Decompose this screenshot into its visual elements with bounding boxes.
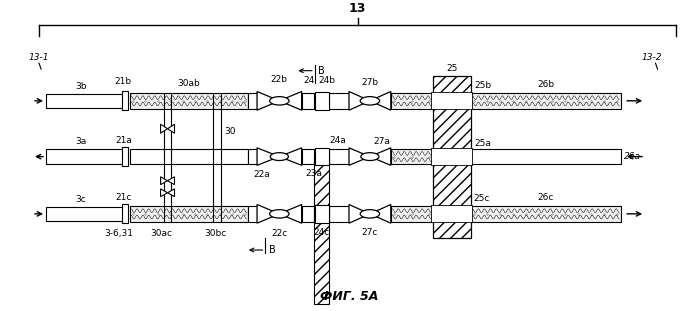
Bar bbox=[248, 93, 257, 109]
Bar bbox=[302, 149, 314, 164]
Polygon shape bbox=[370, 148, 391, 165]
Text: 30: 30 bbox=[224, 127, 236, 136]
Text: 26b: 26b bbox=[537, 80, 554, 89]
Text: B: B bbox=[318, 66, 325, 76]
Bar bbox=[130, 206, 248, 222]
Polygon shape bbox=[168, 177, 174, 185]
Polygon shape bbox=[370, 205, 391, 223]
Text: 24b: 24b bbox=[318, 77, 335, 86]
Bar bbox=[46, 207, 123, 221]
Text: 13-2: 13-2 bbox=[641, 53, 662, 62]
Text: 3-6,31: 3-6,31 bbox=[105, 229, 133, 238]
Bar bbox=[46, 149, 123, 164]
Text: 13-1: 13-1 bbox=[29, 53, 49, 62]
Bar bbox=[391, 93, 433, 109]
Polygon shape bbox=[168, 189, 174, 197]
Bar bbox=[302, 93, 314, 109]
Bar bbox=[431, 205, 473, 222]
Text: ФИГ. 5А: ФИГ. 5А bbox=[320, 290, 378, 303]
Circle shape bbox=[269, 97, 289, 105]
Bar bbox=[315, 92, 329, 109]
Text: 21a: 21a bbox=[115, 136, 132, 145]
Text: 3a: 3a bbox=[75, 137, 87, 146]
Bar bbox=[315, 205, 329, 223]
Polygon shape bbox=[161, 177, 168, 185]
Polygon shape bbox=[279, 148, 302, 165]
Polygon shape bbox=[370, 91, 391, 110]
Text: 22b: 22b bbox=[271, 75, 288, 84]
Bar bbox=[248, 206, 257, 222]
Bar bbox=[471, 149, 621, 164]
Polygon shape bbox=[257, 205, 279, 223]
Bar bbox=[130, 149, 248, 164]
Text: 27c: 27c bbox=[362, 228, 378, 237]
Bar bbox=[329, 206, 349, 222]
Polygon shape bbox=[257, 91, 279, 110]
Bar bbox=[433, 77, 471, 238]
Text: 13: 13 bbox=[349, 2, 366, 15]
Bar bbox=[302, 206, 314, 222]
Bar bbox=[471, 93, 621, 109]
Circle shape bbox=[270, 153, 288, 160]
Text: 24c: 24c bbox=[313, 228, 329, 237]
Text: 25b: 25b bbox=[475, 81, 491, 90]
Polygon shape bbox=[349, 148, 370, 165]
Polygon shape bbox=[279, 91, 302, 110]
Text: 21b: 21b bbox=[114, 77, 132, 86]
Text: 25: 25 bbox=[446, 64, 457, 73]
Text: 23a: 23a bbox=[306, 169, 322, 178]
Text: 30ac: 30ac bbox=[151, 229, 172, 238]
Bar bbox=[391, 206, 433, 222]
Bar bbox=[130, 93, 248, 109]
Text: 24: 24 bbox=[303, 77, 314, 86]
Polygon shape bbox=[257, 148, 279, 165]
Bar bbox=[248, 149, 257, 164]
Polygon shape bbox=[168, 124, 174, 133]
Text: 25a: 25a bbox=[475, 139, 491, 148]
Text: 3c: 3c bbox=[75, 195, 86, 204]
Text: 30bc: 30bc bbox=[204, 229, 226, 238]
Text: 3b: 3b bbox=[75, 81, 87, 91]
Bar bbox=[121, 147, 128, 166]
Text: 22c: 22c bbox=[272, 229, 288, 238]
Bar bbox=[315, 148, 329, 165]
Text: 30ab: 30ab bbox=[177, 80, 200, 88]
Circle shape bbox=[269, 210, 289, 218]
Text: 21c: 21c bbox=[115, 193, 131, 202]
Bar bbox=[391, 149, 433, 165]
Polygon shape bbox=[161, 124, 168, 133]
Polygon shape bbox=[279, 205, 302, 223]
Bar bbox=[471, 206, 621, 222]
Circle shape bbox=[361, 153, 379, 160]
Bar bbox=[121, 204, 128, 223]
Bar bbox=[314, 157, 329, 304]
Text: 22a: 22a bbox=[253, 170, 270, 179]
Polygon shape bbox=[349, 205, 370, 223]
Polygon shape bbox=[349, 91, 370, 110]
Bar bbox=[329, 93, 349, 109]
Text: 25c: 25c bbox=[473, 194, 489, 203]
Text: 27a: 27a bbox=[373, 137, 390, 146]
Circle shape bbox=[360, 97, 380, 105]
Bar bbox=[431, 148, 473, 165]
Text: 24a: 24a bbox=[329, 136, 346, 145]
Circle shape bbox=[360, 210, 380, 218]
Bar bbox=[121, 91, 128, 110]
Text: B: B bbox=[269, 245, 276, 255]
Bar bbox=[46, 94, 123, 108]
Text: 27b: 27b bbox=[362, 78, 378, 87]
Text: 26c: 26c bbox=[537, 193, 554, 202]
Bar bbox=[431, 92, 473, 109]
Polygon shape bbox=[161, 189, 168, 197]
Bar bbox=[329, 149, 349, 164]
Text: 26a: 26a bbox=[624, 152, 641, 161]
